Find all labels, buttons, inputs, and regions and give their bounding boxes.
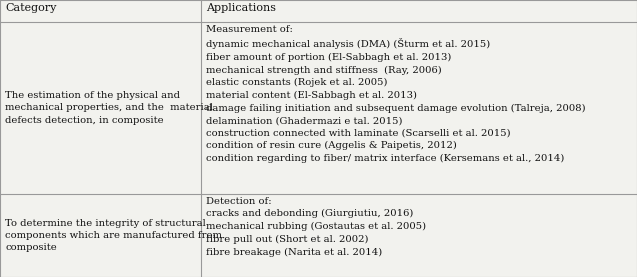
Text: Applications: Applications bbox=[206, 3, 276, 13]
Text: Category: Category bbox=[5, 3, 57, 13]
Text: Measurement of:
dynamic mechanical analysis (DMA) (Šturm et al. 2015)
fiber amou: Measurement of: dynamic mechanical analy… bbox=[206, 25, 585, 163]
Text: Detection of:
cracks and debonding (Giurgiutiu, 2016)
mechanical rubbing (Gostau: Detection of: cracks and debonding (Giur… bbox=[206, 197, 426, 257]
Text: To determine the integrity of structural
components which are manufactured from
: To determine the integrity of structural… bbox=[5, 219, 222, 253]
Text: The estimation of the physical and
mechanical properties, and the  material
defe: The estimation of the physical and mecha… bbox=[5, 91, 213, 125]
